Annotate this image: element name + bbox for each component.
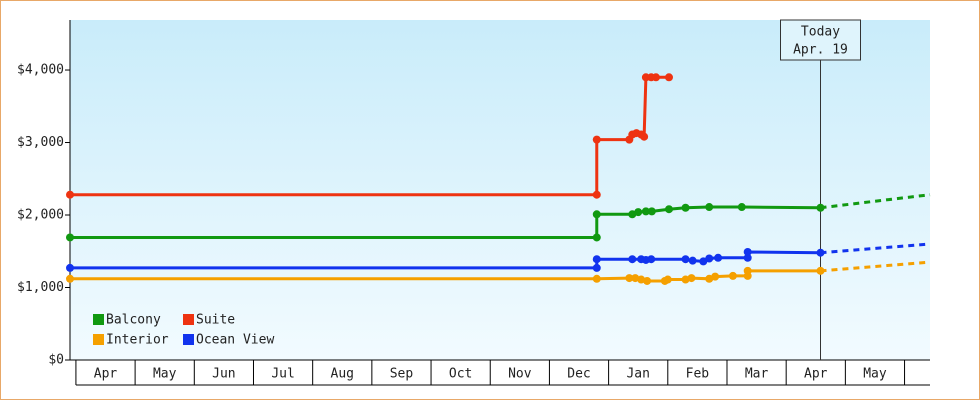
- point: [592, 190, 601, 199]
- point: [816, 203, 825, 212]
- point: [743, 253, 752, 262]
- point: [628, 255, 637, 264]
- point: [816, 266, 825, 275]
- x-tick-label: Apr: [94, 367, 118, 382]
- legend-swatch: [183, 334, 194, 345]
- point: [641, 207, 650, 216]
- point: [687, 274, 696, 283]
- legend-label: Interior: [106, 333, 169, 348]
- point: [728, 271, 737, 280]
- point: [592, 233, 601, 242]
- y-tick-label: $3,000: [17, 135, 64, 150]
- y-tick-label: $1,000: [17, 280, 64, 295]
- x-tick-label: Apr: [804, 367, 828, 382]
- legend-swatch: [93, 314, 104, 325]
- today-label: Today: [801, 25, 840, 40]
- y-tick-label: $4,000: [17, 63, 64, 78]
- point: [816, 248, 825, 257]
- point: [743, 247, 752, 256]
- point: [592, 255, 601, 264]
- point: [66, 274, 74, 283]
- point: [651, 73, 660, 82]
- plot-area: [70, 20, 930, 360]
- point: [625, 274, 634, 283]
- legend-label: Balcony: [106, 313, 161, 328]
- point: [66, 233, 74, 242]
- y-tick-label: $0: [48, 353, 64, 368]
- legend-swatch: [183, 314, 194, 325]
- x-tick-label: May: [863, 367, 887, 382]
- point: [634, 208, 643, 217]
- point: [647, 255, 656, 264]
- point: [681, 255, 690, 264]
- point: [681, 203, 690, 212]
- point: [66, 263, 74, 272]
- point: [688, 256, 697, 265]
- point: [705, 254, 714, 263]
- x-tick-label: Feb: [686, 367, 710, 382]
- point: [743, 266, 752, 275]
- today-label: Apr. 19: [793, 43, 848, 58]
- x-tick-label: Jan: [626, 367, 649, 382]
- x-tick-label: Dec: [567, 367, 590, 382]
- x-tick-label: Sep: [390, 367, 414, 382]
- point: [663, 275, 672, 284]
- point: [592, 274, 601, 283]
- point: [647, 207, 656, 216]
- x-tick-label: Jun: [212, 367, 235, 382]
- forecast-line: [820, 260, 931, 273]
- point: [66, 190, 74, 199]
- x-tick-label: May: [153, 367, 177, 382]
- point: [640, 132, 649, 141]
- point: [592, 210, 601, 219]
- point: [664, 73, 673, 82]
- point: [737, 203, 746, 212]
- y-tick-label: $2,000: [17, 208, 64, 223]
- legend-label: Suite: [196, 313, 235, 328]
- today-box: [780, 19, 862, 61]
- point: [592, 135, 601, 144]
- legend-label: Ocean View: [196, 333, 274, 348]
- point: [705, 203, 714, 212]
- point: [664, 205, 673, 214]
- point: [714, 253, 723, 262]
- legend-swatch: [93, 334, 104, 345]
- x-tick-label: Nov: [508, 367, 532, 382]
- x-tick-label: Mar: [745, 367, 769, 382]
- point: [699, 257, 708, 266]
- point: [711, 272, 720, 281]
- point: [643, 276, 652, 285]
- x-tick-label: Oct: [449, 367, 472, 382]
- x-tick-label: Aug: [331, 367, 354, 382]
- point: [592, 263, 601, 272]
- forecast-line: [820, 193, 931, 210]
- x-tick-label: Jul: [271, 367, 294, 382]
- forecast-line: [820, 242, 931, 255]
